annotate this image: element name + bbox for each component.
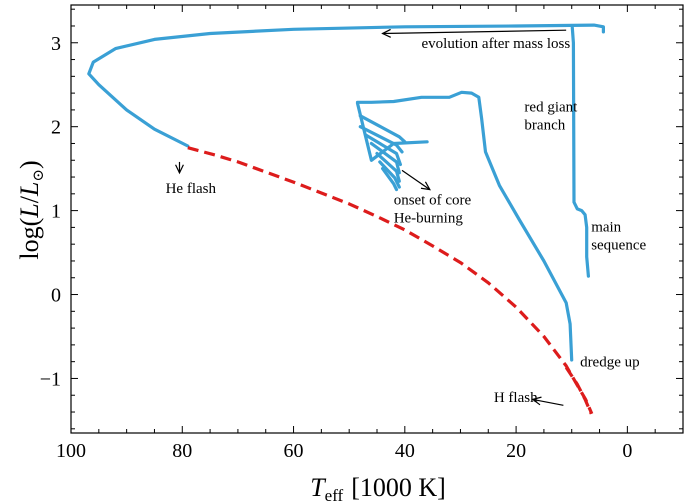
- y-tick-label: 1: [51, 201, 61, 223]
- y-tick-label: 3: [51, 33, 61, 55]
- evolution-track-segment-9: [381, 167, 399, 192]
- evolution-track-segment-10: [87, 23, 605, 148]
- annotation-arrow: [381, 28, 567, 38]
- arrow-layer: [175, 28, 567, 406]
- x-tick-label: 100: [56, 440, 86, 462]
- annotation-layer: evolution after mass loss red giant branch…: [166, 36, 647, 406]
- x-axis-label-sub: eff: [325, 486, 344, 504]
- y-axis-label-suffix: ): [15, 160, 44, 169]
- series-layer: [87, 23, 605, 415]
- y-axis-label-lsun: L: [15, 182, 44, 197]
- annotation-label: onset of core He-burning: [394, 193, 472, 227]
- evolution-track-segment-3: [358, 114, 407, 144]
- x-tick-label: 20: [506, 440, 526, 462]
- x-tick-label: 60: [284, 440, 304, 462]
- x-axis-label-unit: [1000 K]: [351, 473, 446, 502]
- evolution-track-segment-7: [375, 151, 401, 183]
- tick-layer: 100 80 60 40 20 0 3 2 1 0 −1: [40, 5, 684, 462]
- annotation-arrow: [175, 161, 184, 175]
- evolution-track-segment-6: [369, 141, 401, 175]
- y-tick-label: 0: [51, 285, 61, 307]
- y-axis-label-slash: /: [15, 195, 44, 203]
- x-axis-label-symbol: T: [310, 473, 326, 502]
- y-tick-label: 2: [51, 117, 61, 139]
- annotation-label: He flash: [166, 181, 217, 197]
- annotation-label: red giant branch: [524, 100, 578, 134]
- y-tick-label: −1: [40, 368, 61, 390]
- flash-track-segment-0: [187, 146, 594, 415]
- x-tick-label: 0: [622, 440, 632, 462]
- y-axis-label-prefix: log(: [15, 218, 44, 260]
- evolution-track-segment-8: [378, 160, 401, 189]
- evolution-track-segment-1: [355, 90, 574, 362]
- y-axis-label: log(L/L⊙): [15, 160, 47, 259]
- x-tick-label: 40: [395, 440, 415, 462]
- evolution-track-segment-5: [364, 133, 402, 167]
- annotation-label: evolution after mass loss: [422, 36, 571, 52]
- annotation-label: main sequence: [591, 220, 646, 254]
- annotation-arrow: [401, 169, 431, 191]
- annotation-label: dredge up: [580, 355, 640, 371]
- x-tick-label: 80: [172, 440, 192, 462]
- x-axis-label: Teff [1000 K]: [310, 473, 446, 504]
- flash-track-segment-1: [564, 366, 593, 415]
- evolution-track-segment-0: [570, 26, 590, 278]
- evolution-track-segment-4: [358, 125, 404, 154]
- y-axis-label-sun-symbol: ⊙: [31, 169, 47, 182]
- y-axis-label-l: L: [15, 203, 44, 218]
- annotation-arrow: [531, 396, 564, 406]
- annotation-label: H flash: [494, 390, 538, 406]
